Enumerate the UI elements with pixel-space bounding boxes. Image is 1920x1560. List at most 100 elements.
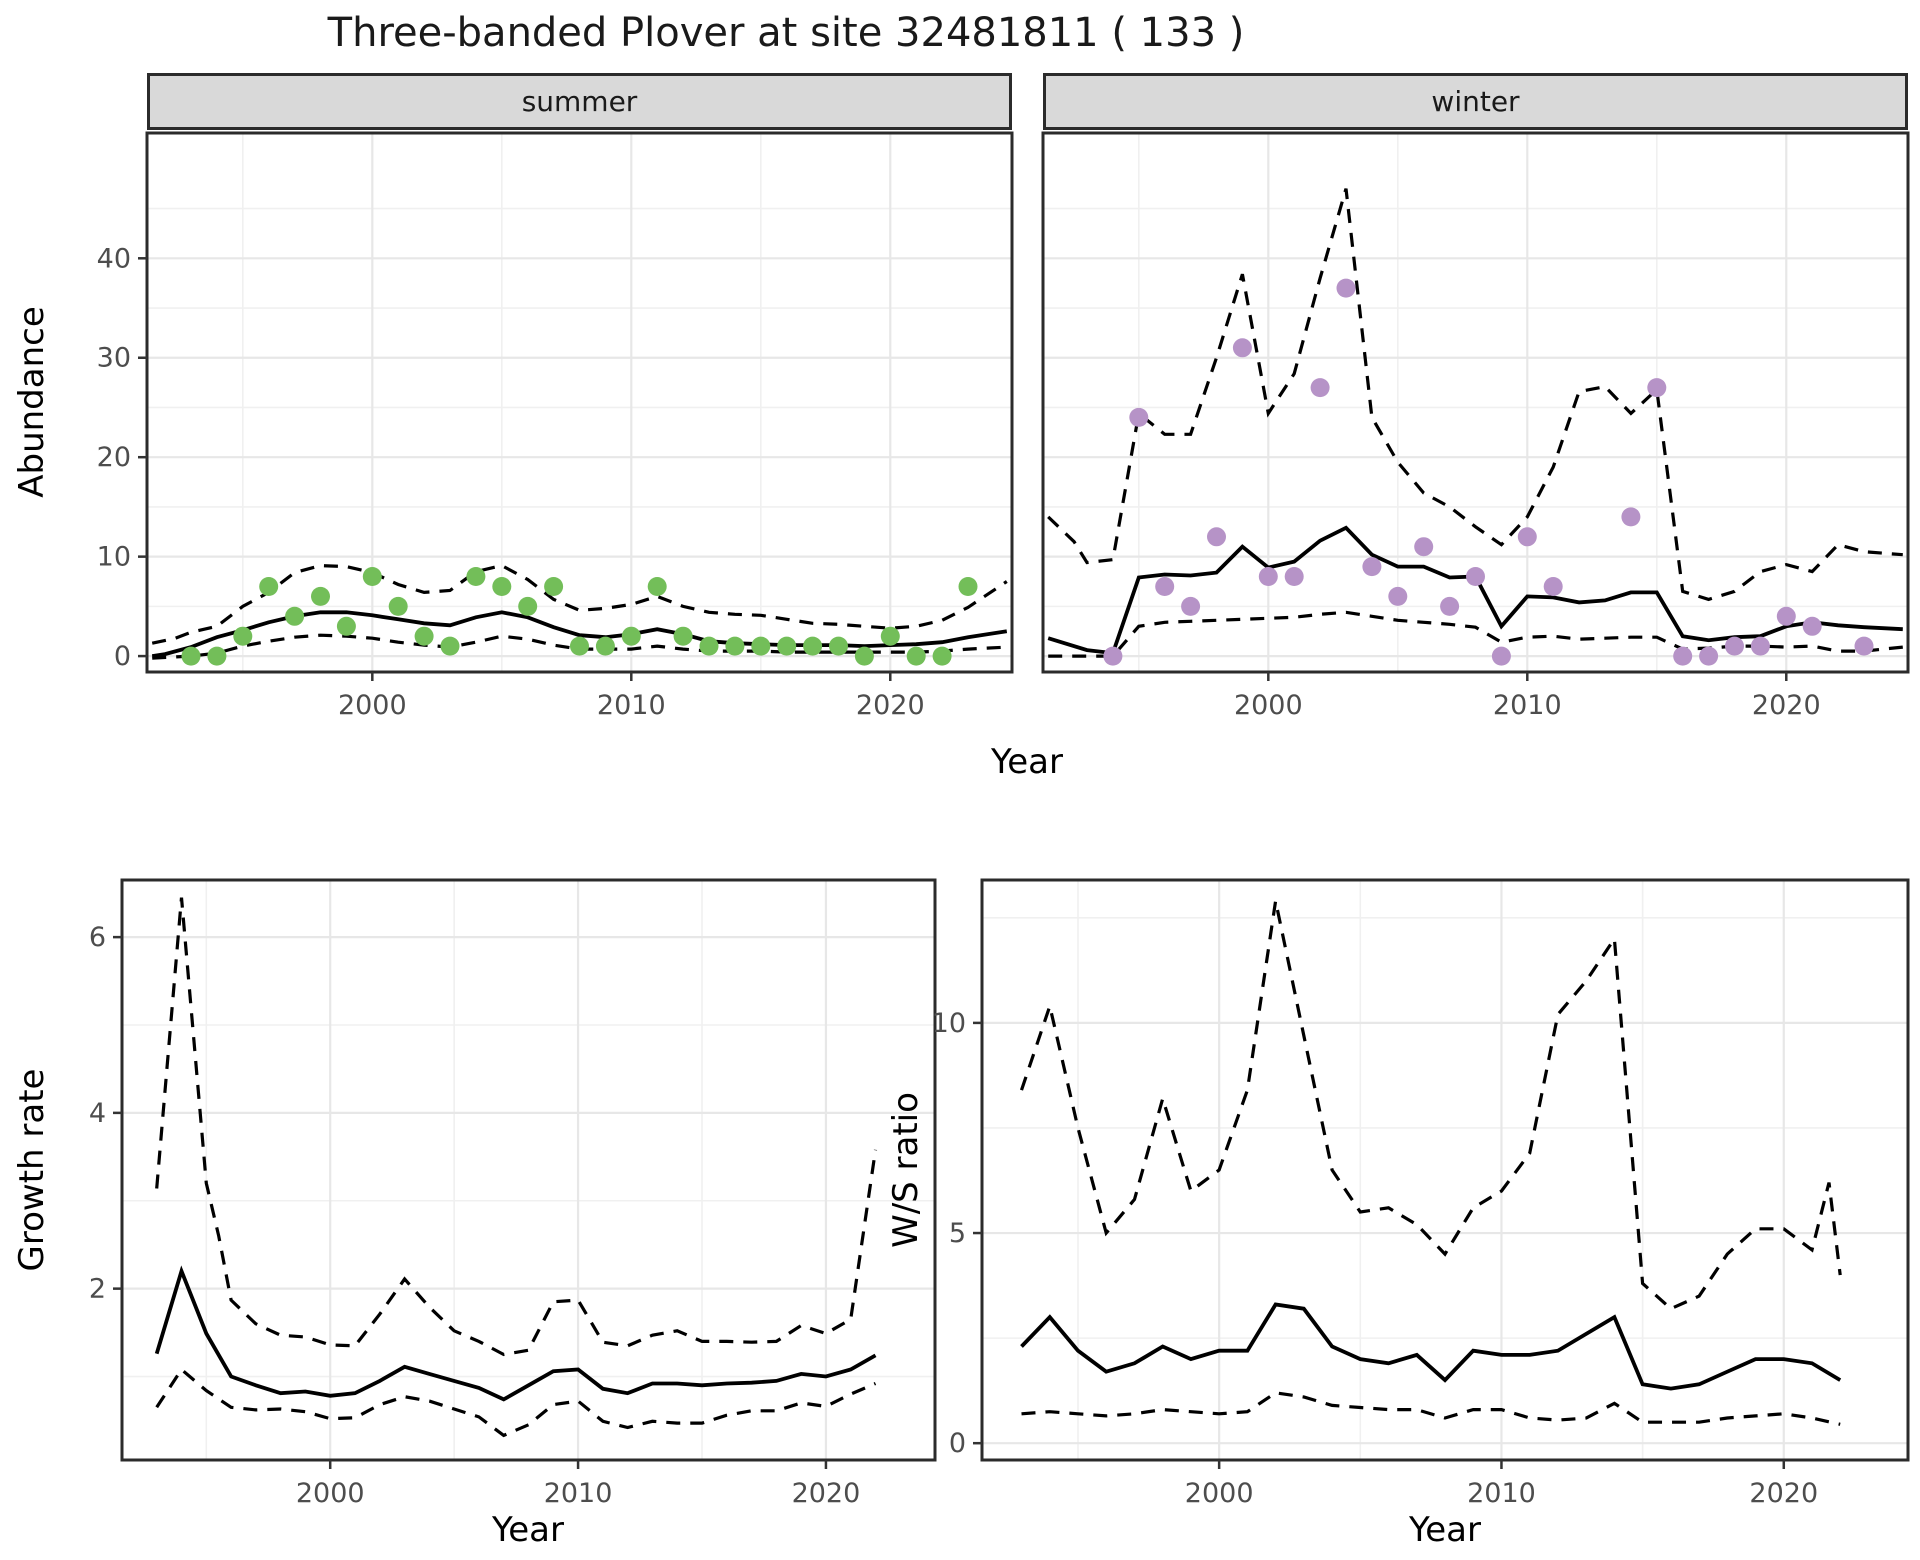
abundance-summer-point [362, 567, 382, 586]
ws-ratio-xtick-label: 2000 [1185, 1478, 1254, 1509]
abundance-winter-xtick-label: 2010 [1493, 690, 1562, 721]
ws-ratio-panel-bg [982, 880, 1908, 1460]
abundance-summer-point [932, 646, 952, 666]
facet-label-summer: summer [521, 85, 638, 118]
abundance-summer-point [595, 636, 615, 656]
growth-rate-ytick-label: 6 [89, 922, 106, 953]
abundance-summer-point [621, 626, 641, 646]
abundance-summer-point [518, 596, 538, 616]
abundance-summer-point [751, 636, 771, 656]
abundance-summer-observed-points [181, 567, 978, 666]
growth-rate-panel-bg [122, 880, 935, 1460]
abundance-winter-xtick-label: 2020 [1752, 690, 1821, 721]
ws-ratio: 2000 2010 2020 0 5 10 [932, 878, 1910, 1509]
abundance-summer-ytick-label: 0 [114, 641, 131, 672]
abundance-winter-point [1647, 378, 1667, 398]
abundance-winter-point [1854, 636, 1874, 656]
facet-strip-summer: summer [147, 73, 1012, 130]
abundance-summer-point [777, 636, 797, 656]
growth-rate-panel-border [120, 878, 937, 1462]
abundance-summer-ytick-label: 40 [97, 243, 131, 274]
abundance-winter-point [1673, 646, 1693, 666]
abundance-winter-point [1776, 606, 1796, 626]
abundance-winter-xtick-label: 2000 [1234, 690, 1303, 721]
abundance-summer-point [725, 636, 745, 656]
ws-ratio-ytick-label: 10 [932, 1008, 966, 1039]
abundance-winter-axis-ticks: 2000 2010 2020 [1234, 672, 1821, 721]
abundance-summer-upper-ci-line [151, 563, 1008, 645]
abundance-summer-point [570, 636, 589, 656]
abundance-winter-point [1258, 567, 1278, 586]
abundance-summer-point [336, 616, 356, 636]
abundance-summer-point [958, 577, 978, 596]
abundance-summer-xtick-label: 2000 [338, 690, 407, 721]
growth-rate: 2000 2010 2020 2 4 6 [89, 878, 937, 1509]
abundance-winter-point [1466, 567, 1485, 586]
abundance-winter-point [1362, 557, 1382, 577]
growth-rate-xtick-label: 2010 [544, 1478, 613, 1509]
ws-ratio-panel-border [980, 878, 1910, 1462]
growth-rate-ytick-label: 2 [89, 1274, 106, 1305]
abundance-winter-point [1129, 407, 1149, 427]
x-axis-title-year-top: Year [991, 742, 1063, 782]
abundance-winter-point [1414, 537, 1434, 557]
abundance-summer-point [544, 577, 564, 596]
abundance-summer-point [285, 606, 305, 626]
abundance-summer-point [699, 636, 719, 656]
abundance-winter-observed-points [1103, 278, 1874, 666]
y-axis-title-ws-ratio: W/S ratio [886, 1092, 926, 1248]
abundance-summer-point [647, 577, 667, 596]
ws-ratio-xtick-label: 2020 [1749, 1478, 1818, 1509]
ws-ratio-mean-line [1020, 1302, 1842, 1391]
growth-rate-axis-ticks: 2000 2010 2020 2 4 6 [89, 922, 860, 1509]
abundance-winter-point [1155, 577, 1175, 596]
abundance-winter-point [1517, 527, 1537, 547]
growth-rate-upper-ci-line [155, 897, 878, 1357]
abundance-summer-point [311, 586, 330, 606]
abundance-summer-panel-border [145, 131, 1014, 674]
ws-ratio-axis-ticks: 2000 2010 2020 0 5 10 [932, 1008, 1818, 1509]
ws-ratio-gridlines [982, 880, 1908, 1460]
growth-rate-lower-ci-line [155, 1367, 877, 1438]
abundance-summer-xtick-label: 2020 [856, 690, 925, 721]
abundance-summer-xtick-label: 2010 [597, 690, 666, 721]
ws-ratio-upper-ci-line [1019, 900, 1842, 1311]
facet-strip-winter: winter [1043, 73, 1908, 130]
abundance-summer-ytick-label: 30 [97, 343, 131, 374]
abundance-winter-point [1621, 507, 1641, 527]
abundance-summer: 2000 2010 2020 0 10 20 30 40 [97, 131, 1014, 721]
growth-rate-xtick-label: 2020 [792, 1478, 861, 1509]
abundance-winter-panel-border [1041, 131, 1910, 674]
abundance-summer-point [880, 626, 900, 646]
x-axis-title-year-ws: Year [1409, 1510, 1481, 1550]
ws-ratio-xtick-label: 2010 [1467, 1478, 1536, 1509]
abundance-winter-point [1543, 577, 1563, 596]
abundance-summer-point [906, 646, 926, 666]
growth-rate-ytick-label: 4 [89, 1098, 106, 1129]
ws-ratio-ytick-label: 0 [949, 1428, 966, 1459]
x-axis-title-year-growth: Year [492, 1510, 564, 1550]
abundance-winter-point [1232, 338, 1252, 358]
ws-ratio-ytick-label: 5 [949, 1218, 966, 1249]
abundance-winter-point [1388, 586, 1408, 606]
abundance-summer-point [466, 567, 486, 586]
growth-rate-xtick-label: 2000 [296, 1478, 365, 1509]
abundance-winter-point [1181, 596, 1201, 616]
abundance-summer-point [854, 646, 874, 666]
abundance-winter-point [1336, 278, 1356, 298]
abundance-winter-point [1207, 527, 1226, 547]
growth-rate-mean-line [154, 1265, 877, 1402]
abundance-winter-gridlines [1043, 133, 1908, 672]
abundance-winter-point [1310, 378, 1330, 398]
abundance-winter-point [1750, 636, 1770, 656]
abundance-summer-point [414, 626, 434, 646]
abundance-winter-point [1284, 567, 1304, 586]
abundance-summer-point [492, 577, 512, 596]
abundance-summer-ytick-label: 20 [97, 442, 131, 473]
abundance-summer-point [181, 646, 201, 666]
abundance-summer-point [207, 646, 227, 666]
abundance-summer-axis-ticks: 2000 2010 2020 0 10 20 30 40 [97, 243, 925, 721]
abundance-summer-point [233, 626, 253, 646]
abundance-winter-point [1725, 636, 1744, 656]
